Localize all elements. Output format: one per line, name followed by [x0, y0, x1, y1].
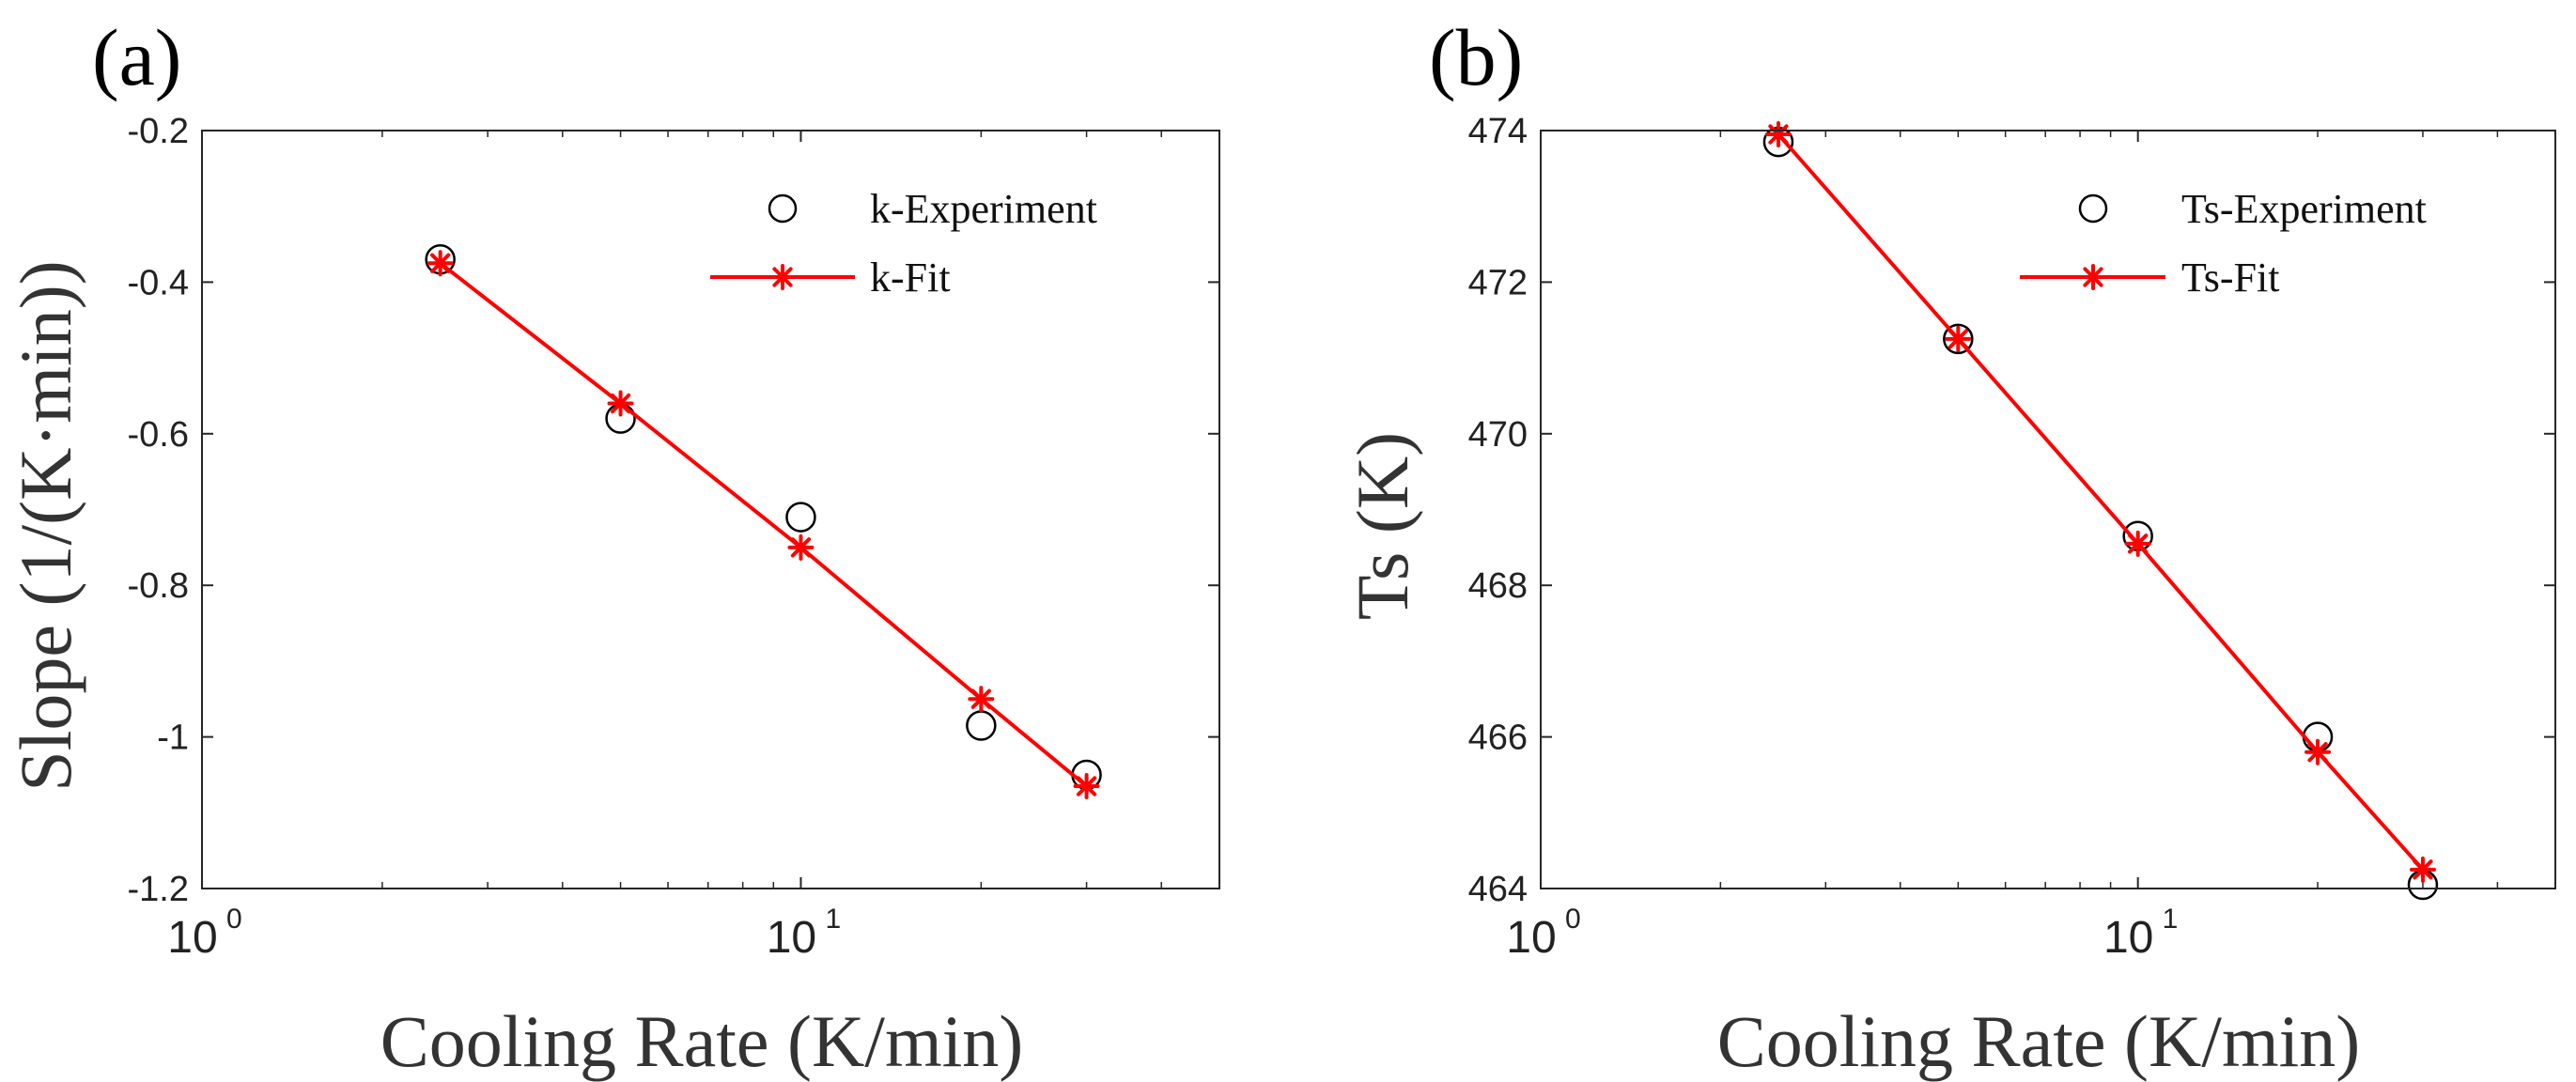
y-tick-label: -1.2 — [128, 870, 189, 909]
asterisk-stroke — [2083, 267, 2103, 287]
legend-item-experiment: k-Experiment — [768, 186, 1097, 232]
x-tick-label: 10 — [1506, 913, 1556, 963]
y-tick-label: -0.6 — [128, 415, 189, 455]
asterisk-stroke — [2128, 533, 2149, 554]
data-point-asterisk — [968, 686, 995, 713]
asterisk-stroke — [2413, 859, 2433, 880]
x-tick-label: 10 — [2103, 913, 2153, 963]
y-tick-label: 474 — [1468, 112, 1528, 151]
y-tick-label: 466 — [1468, 719, 1528, 758]
x-axis-title: Cooling Rate (K/min) — [1717, 1000, 2361, 1082]
y-tick-label: 464 — [1468, 870, 1528, 909]
data-point-circle — [966, 710, 997, 741]
asterisk-glyph — [769, 264, 796, 290]
data-point-asterisk — [427, 250, 454, 277]
tick-layer: -1.2 -1 -0.8 -0.6 -0.4 -0.2 10 0 10 1 — [128, 112, 1219, 963]
plot-frame — [1540, 130, 2556, 889]
legend-item-fit: Ts-Fit — [2020, 255, 2280, 301]
legend-asterisk-marker — [769, 264, 796, 290]
legend-circle-marker — [2078, 193, 2108, 224]
y-tick-label: 472 — [1468, 263, 1528, 302]
x-tick-exponent: 1 — [2163, 904, 2179, 935]
y-tick-label: 468 — [1468, 566, 1528, 606]
asterisk-stroke — [790, 537, 812, 558]
asterisk-stroke — [1076, 776, 1097, 796]
asterisk-stroke — [1768, 124, 1789, 145]
legend-label: Ts-Fit — [2181, 255, 2280, 301]
asterisk-stroke — [430, 253, 451, 273]
data-point-asterisk — [2124, 530, 2151, 557]
data-point-asterisk — [1945, 325, 1972, 352]
x-tick-exponent: 0 — [226, 904, 242, 935]
data-layer — [425, 243, 1102, 800]
legend-item-experiment: Ts-Experiment — [2078, 186, 2427, 232]
data-point-asterisk — [1073, 773, 1100, 800]
x-tick-exponent: 0 — [1565, 904, 1581, 935]
asterisk-stroke — [970, 688, 991, 709]
panel-a: (a) Slope (1/(K·min)) Cooling Rate (K/mi… — [5, 12, 1220, 1082]
legend-circle-marker — [768, 193, 798, 224]
data-point-asterisk — [1764, 121, 1792, 148]
asterisk-stroke — [1948, 329, 1968, 349]
data-point-asterisk — [2409, 856, 2436, 883]
y-axis-title: Slope (1/(K·min)) — [5, 260, 86, 791]
plot-frame — [201, 130, 1220, 889]
data-point-circle — [1943, 323, 1974, 355]
legend-label: k-Experiment — [870, 186, 1097, 232]
asterisk-stroke — [2307, 742, 2328, 763]
y-tick-label: -0.2 — [128, 112, 189, 151]
legend: Ts-Experiment Ts-Fit — [2020, 186, 2427, 301]
asterisk-stroke — [610, 393, 631, 414]
tick-layer: 464 466 468 470 472 474 10 0 10 1 — [1468, 112, 2555, 963]
data-point-asterisk — [2304, 738, 2332, 765]
panel-label: (a) — [92, 12, 181, 102]
x-tick-label: 10 — [167, 913, 217, 963]
data-point-asterisk — [787, 533, 815, 561]
x-tick-label: 10 — [767, 913, 816, 963]
y-tick-label: 470 — [1468, 415, 1528, 455]
legend-asterisk-marker — [2080, 264, 2106, 290]
asterisk-stroke — [772, 267, 793, 287]
data-layer — [1762, 121, 2439, 901]
y-axis-title: Ts (K) — [1342, 432, 1423, 620]
y-tick-label: -0.8 — [128, 566, 189, 606]
asterisk-glyph — [2080, 264, 2106, 290]
data-point-asterisk — [607, 390, 634, 417]
legend: k-Experiment k-Fit — [710, 186, 1097, 301]
data-point-circle — [785, 502, 816, 533]
legend-label: k-Fit — [870, 255, 951, 301]
panel-label: (b) — [1429, 12, 1523, 102]
panel-b: (b) Ts (K) Cooling Rate (K/min) 46446646… — [1342, 12, 2556, 1082]
x-axis-title: Cooling Rate (K/min) — [380, 1000, 1024, 1082]
legend-item-fit: k-Fit — [710, 255, 951, 301]
y-tick-label: -1 — [157, 719, 189, 758]
y-tick-label: -0.4 — [128, 263, 189, 302]
legend-label: Ts-Experiment — [2181, 186, 2427, 232]
x-tick-exponent: 1 — [825, 904, 841, 935]
